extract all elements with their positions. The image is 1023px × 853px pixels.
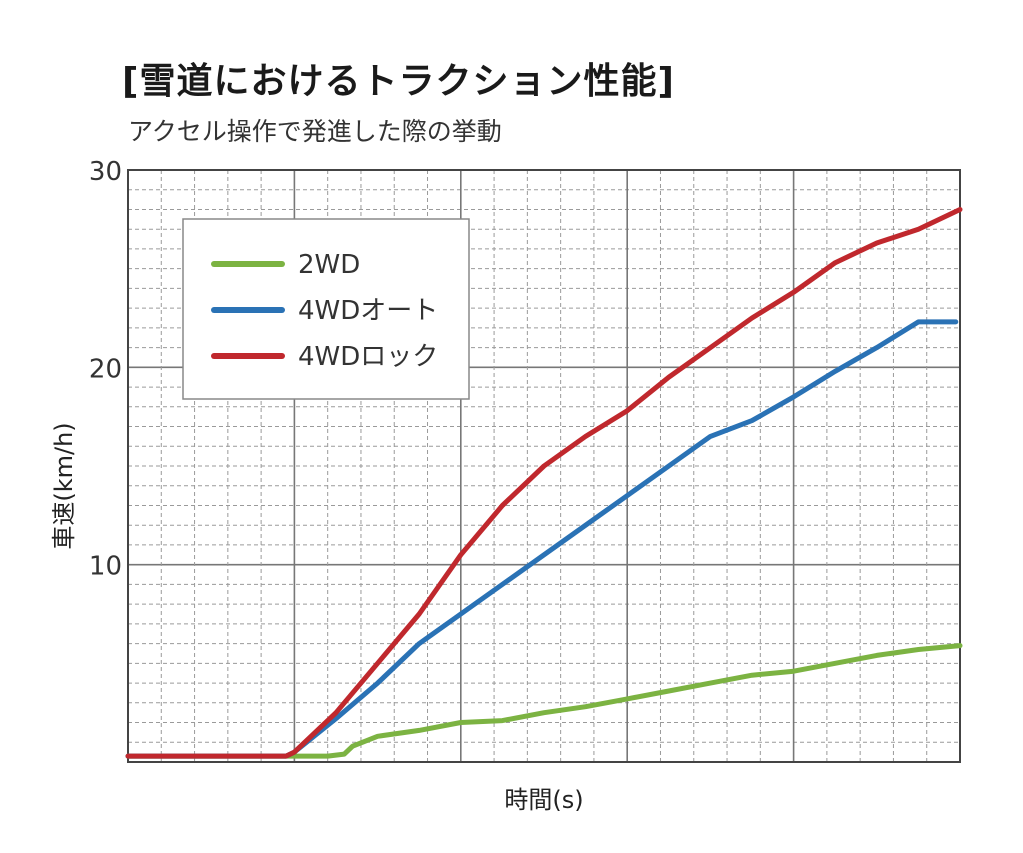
- y-axis-label: 車速(km/h): [50, 422, 78, 549]
- legend-label: 2WD: [298, 250, 360, 280]
- legend-label: 4WDオート: [298, 296, 438, 326]
- y-tick-label: 20: [89, 354, 122, 384]
- x-axis-label: 時間(s): [504, 786, 583, 814]
- legend: 2WD 4WDオート 4WDロック: [182, 218, 470, 400]
- legend-label: 4WDロック: [298, 342, 438, 372]
- chart-title: [雪道におけるトラクション性能]: [122, 61, 675, 102]
- series-lines: [125, 207, 963, 759]
- series-line: [125, 643, 963, 759]
- series-line: [125, 207, 963, 759]
- y-tick-label: 10: [89, 552, 122, 582]
- chart-subtitle: アクセル操作で発進した際の挙動: [128, 117, 502, 146]
- plot-border: [127, 169, 961, 763]
- y-axis-ticks: 10 20 30: [89, 157, 122, 582]
- y-tick-label: 30: [89, 157, 122, 187]
- grid: [128, 170, 960, 762]
